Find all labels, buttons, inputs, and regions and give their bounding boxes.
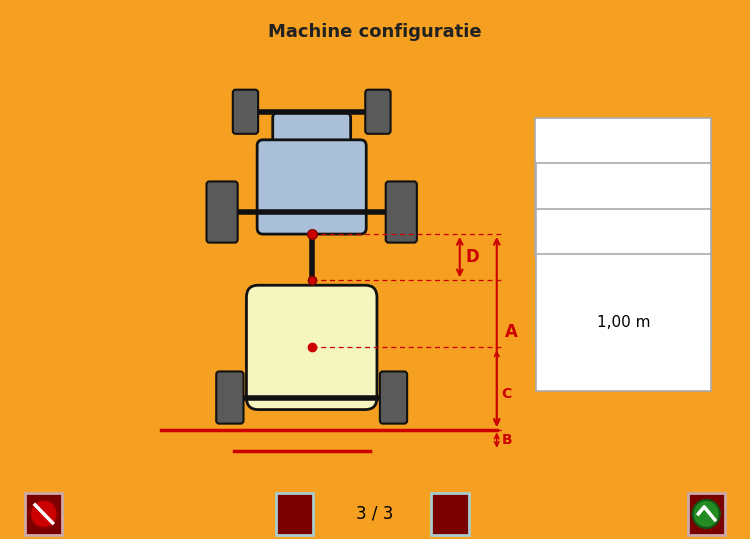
Text: B: B (502, 433, 512, 447)
Text: 1,00 m: 1,00 m (596, 270, 650, 285)
Bar (276, 493, 313, 535)
Text: D:: D: (541, 315, 560, 330)
FancyBboxPatch shape (216, 371, 244, 424)
Text: A:: A: (541, 179, 559, 195)
Text: 3,00 m: 3,00 m (596, 179, 650, 195)
FancyBboxPatch shape (273, 113, 351, 181)
FancyBboxPatch shape (257, 140, 366, 234)
Circle shape (692, 500, 720, 528)
Text: B:: B: (541, 225, 559, 239)
Text: C: C (502, 386, 512, 400)
Text: 1,00 m: 1,00 m (596, 315, 650, 330)
Text: C:: C: (541, 270, 558, 285)
Text: A: A (505, 323, 518, 341)
Text: 3 / 3: 3 / 3 (356, 505, 394, 523)
FancyBboxPatch shape (380, 371, 407, 424)
Bar (688, 493, 724, 535)
Bar (26, 493, 62, 535)
FancyBboxPatch shape (247, 285, 377, 410)
Circle shape (30, 500, 58, 528)
Bar (431, 493, 469, 535)
FancyBboxPatch shape (206, 182, 238, 243)
Text: D: D (466, 248, 479, 266)
Text: Machine configuratie: Machine configuratie (268, 23, 482, 42)
Text: 0,50 m: 0,50 m (596, 225, 650, 239)
FancyBboxPatch shape (386, 182, 417, 243)
FancyBboxPatch shape (365, 89, 391, 134)
FancyBboxPatch shape (232, 89, 258, 134)
